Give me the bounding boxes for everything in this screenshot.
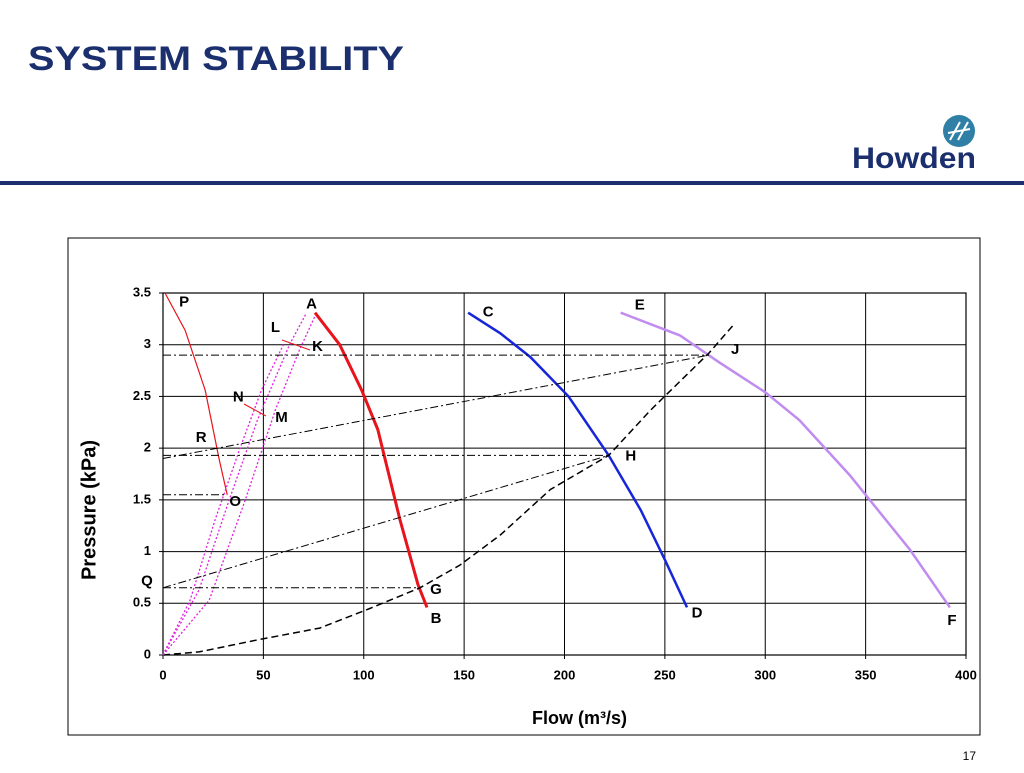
- curve: [313, 311, 429, 608]
- annotation: M: [275, 409, 288, 426]
- x-axis-title: Flow (m³/s): [532, 708, 627, 728]
- chart-frame: [67, 237, 981, 736]
- annotation: B: [431, 610, 442, 627]
- annotation: C: [483, 304, 494, 321]
- logo-text: Howden: [852, 142, 976, 175]
- y-tick-label: 2.5: [133, 388, 151, 403]
- y-tick-label: 2: [144, 440, 151, 455]
- annotation: F: [947, 612, 956, 629]
- x-tick-label: 300: [754, 667, 776, 682]
- x-tick-label: 400: [955, 667, 977, 682]
- annotation: A: [306, 295, 317, 312]
- y-tick-label: 3: [144, 336, 151, 351]
- y-axis-title: Pressure (kPa): [78, 440, 100, 580]
- header-rule: [0, 181, 1024, 185]
- plot-border: [162, 292, 967, 656]
- x-tick-label: 100: [353, 667, 375, 682]
- curve: [162, 322, 736, 656]
- annotation: L: [271, 319, 280, 336]
- y-tick-label: 0: [144, 646, 151, 661]
- curve: [162, 354, 710, 459]
- leader: [243, 339, 311, 417]
- annotation: E: [635, 296, 645, 313]
- curve: [162, 454, 609, 589]
- chart: 0 0.5 1 1.5 2 2.5 3 3.5 0 50 100 150 200 250 300 350 400…: [78, 284, 977, 727]
- logo-mark: [947, 121, 971, 141]
- annotation: D: [692, 605, 703, 622]
- curve: [467, 311, 689, 608]
- x-tick-label: 350: [855, 667, 877, 682]
- x-tick-label: 150: [453, 667, 475, 682]
- page-number: 17: [963, 749, 977, 763]
- x-tick-label: 50: [256, 667, 270, 682]
- annotation: G: [430, 581, 442, 598]
- annotation: P: [179, 293, 189, 310]
- annotation: Q: [141, 573, 153, 590]
- annotation: R: [196, 429, 207, 446]
- logo: Howden: [852, 115, 976, 175]
- annotation: J: [731, 341, 739, 358]
- y-tick-label: 0.5: [133, 595, 151, 610]
- y-tick-label: 1.5: [133, 491, 151, 506]
- x-tick-label: 0: [159, 667, 166, 682]
- slide-title: SYSTEM STABILITY: [28, 40, 404, 78]
- curve: [164, 292, 228, 495]
- x-tick-label: 250: [654, 667, 676, 682]
- annotation: N: [233, 388, 244, 405]
- curve: [620, 311, 951, 609]
- curve: [162, 314, 307, 656]
- annotation: H: [625, 447, 636, 464]
- annotation: K: [312, 338, 323, 355]
- annotation: O: [229, 493, 241, 510]
- x-tick-label: 200: [554, 667, 576, 682]
- y-tick-label: 3.5: [133, 284, 151, 299]
- y-tick-label: 1: [144, 543, 151, 558]
